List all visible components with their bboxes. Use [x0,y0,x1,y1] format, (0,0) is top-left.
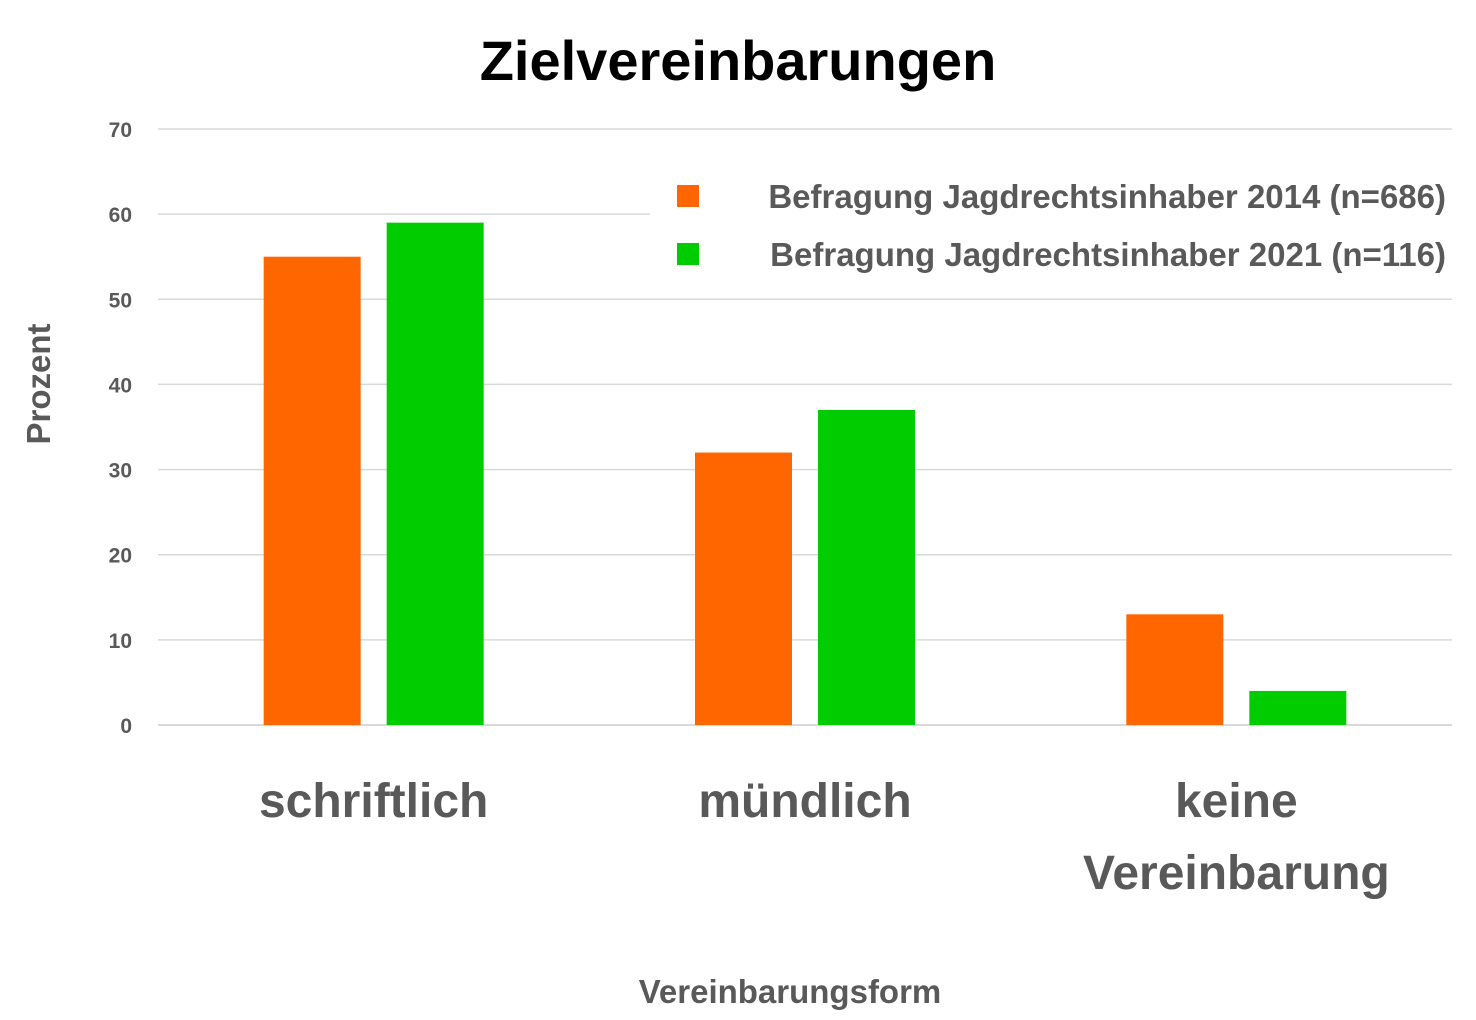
y-tick-label: 40 [109,374,132,397]
legend-label: Befragung Jagdrechtsinhaber 2014 (n=686) [768,178,1446,215]
legend-swatch [677,185,699,207]
x-category-label: schriftlich [259,775,488,828]
y-tick-label: 0 [120,715,132,738]
bar-series2-cat1 [386,222,484,725]
y-axis-title: Prozent [20,323,57,444]
y-tick-label: 10 [109,630,132,653]
y-tick-label: 60 [109,204,132,227]
bars [263,222,1347,725]
legend-label: Befragung Jagdrechtsinhaber 2021 (n=116) [770,236,1446,273]
bar-series2-cat3 [1249,690,1347,725]
x-category-label: mündlich [698,775,911,828]
legend-swatch [677,243,699,265]
bar-series1-cat3 [1126,614,1224,725]
bar-series2-cat2 [818,409,915,725]
x-axis-categories: schriftlich mündlich keine Vereinbarung [259,775,1390,900]
x-category-label: Vereinbarung [1083,847,1390,900]
gridlines [158,128,1452,726]
y-tick-label: 50 [109,289,132,312]
bar-series1-cat2 [695,452,792,725]
y-tick-label: 20 [109,545,132,568]
y-tick-label: 30 [109,460,132,483]
legend-background [650,150,1452,290]
bar-series1-cat1 [263,256,361,725]
legend: Befragung Jagdrechtsinhaber 2014 (n=686)… [650,150,1452,290]
y-axis-ticks: 0 10 20 30 40 50 60 70 [109,119,132,738]
x-category-label: keine [1175,775,1298,828]
y-tick-label: 70 [109,119,132,142]
chart-title: Zielvereinbarungen [480,29,997,92]
x-axis-title: Vereinbarungsform [639,973,942,1010]
